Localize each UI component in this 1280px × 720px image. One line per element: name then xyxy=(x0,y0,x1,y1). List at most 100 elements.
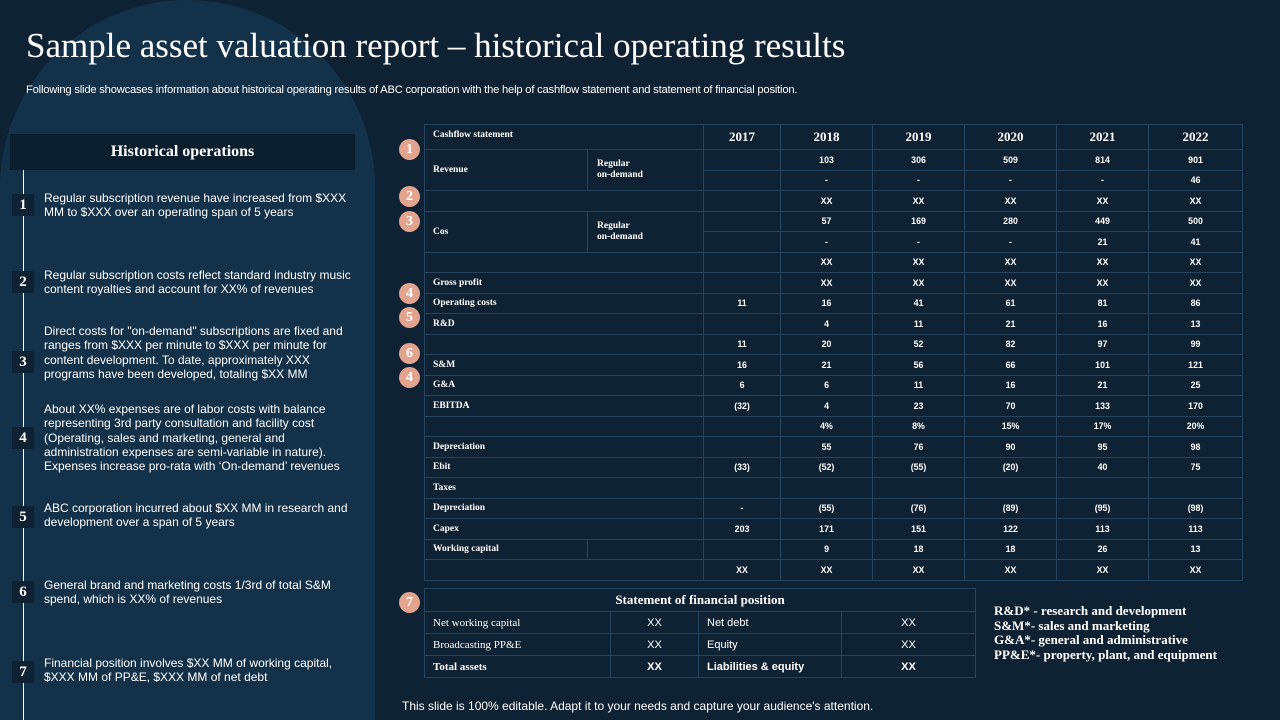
table-cell: 82 xyxy=(964,333,1058,355)
table-row: Depreciation - (55) (76) (89) (95) (98) xyxy=(423,497,1244,519)
table-cell: - xyxy=(1056,169,1150,191)
table-cell: (89) xyxy=(964,497,1058,519)
legend-item: R&D* - research and development xyxy=(994,603,1187,618)
table-cell: Total assets xyxy=(424,655,611,678)
table-cell: 75 xyxy=(1148,456,1244,478)
table-cell: 17% xyxy=(1056,415,1150,437)
table-cell: Net working capital xyxy=(424,611,611,634)
table-cell: 6 xyxy=(780,374,874,396)
table-cell: 11 xyxy=(703,333,782,355)
table-cell xyxy=(703,477,782,499)
footer-note: This slide is 100% editable. Adapt it to… xyxy=(402,699,874,713)
legend-item: S&M*- sales and marketing xyxy=(994,617,1150,633)
table-cell: (95) xyxy=(1056,497,1150,519)
table-cell xyxy=(703,538,782,560)
table-cell: 23 xyxy=(872,395,966,417)
table-cell: Net debt xyxy=(698,611,842,634)
table-cell: 814 xyxy=(1056,149,1150,171)
table-cell: 21 xyxy=(780,354,874,376)
table-row: XX XX XX XX XX XX xyxy=(423,559,1244,581)
table-cell: 280 xyxy=(964,210,1058,232)
row-label: Gross profit xyxy=(423,272,705,294)
row-marker: 6 xyxy=(399,343,420,364)
table-cell: XX xyxy=(841,655,976,678)
table-header-row: Cashflow statement 2017 2018 2019 2020 2… xyxy=(423,124,1244,150)
table-cell xyxy=(703,231,782,253)
table-cell: XX xyxy=(964,190,1058,212)
table-cell: 56 xyxy=(872,354,966,376)
timeline-item-text: Regular subscription costs reflect stand… xyxy=(44,268,351,297)
table-cell: (20) xyxy=(964,456,1058,478)
year-header: 2021 xyxy=(1056,124,1150,150)
table-cell: 113 xyxy=(1148,518,1244,540)
table-cell: - xyxy=(703,497,782,519)
table-row: Taxes xyxy=(423,477,1244,499)
table-cell: 16 xyxy=(780,292,874,314)
row-label xyxy=(423,559,705,581)
table-cell: 81 xyxy=(1056,292,1150,314)
table-cell: 500 xyxy=(1148,210,1244,232)
table-cell: 4% xyxy=(780,415,874,437)
table-cell: XX xyxy=(872,190,966,212)
table-cell: Broadcasting PP&E xyxy=(424,633,611,656)
table-cell: (55) xyxy=(780,497,874,519)
row-label: Ebit xyxy=(423,456,705,478)
row-label xyxy=(423,415,705,437)
table-cell: 21 xyxy=(1056,231,1150,253)
table-cell: XX xyxy=(703,559,782,581)
table-cell xyxy=(780,477,874,499)
table-cell: 21 xyxy=(1056,374,1150,396)
table-cell: - xyxy=(780,169,874,191)
table-row: Total assets XX Liabilities & equity XX xyxy=(424,655,976,678)
table-cell: 95 xyxy=(1056,436,1150,458)
historical-operations-header: Historical operations xyxy=(10,134,355,170)
table-cell: 26 xyxy=(1056,538,1150,560)
table-cell: 18 xyxy=(964,538,1058,560)
table-cell xyxy=(703,190,782,212)
page-title: Sample asset valuation report – historic… xyxy=(26,26,846,65)
table-row: Broadcasting PP&E XX Equity XX xyxy=(424,633,976,656)
table-row: - - - 21 41 xyxy=(425,231,1244,253)
timeline-number: 2 xyxy=(12,271,34,293)
cashflow-table: Cashflow statement 2017 2018 2019 2020 2… xyxy=(423,124,1244,581)
row-label: Revenue xyxy=(424,149,588,191)
table-row: 4% 8% 15% 17% 20% xyxy=(423,415,1244,437)
table-cell: 70 xyxy=(964,395,1058,417)
table-cell: 55 xyxy=(780,436,874,458)
table-cell xyxy=(1148,477,1244,499)
timeline-number: 6 xyxy=(12,581,34,603)
row-label: S&M xyxy=(423,354,705,376)
row-label: Depreciation xyxy=(423,497,705,519)
timeline-item-text: About XX% expenses are of labor costs wi… xyxy=(44,402,340,474)
table-cell: 101 xyxy=(1056,354,1150,376)
row-label xyxy=(423,333,705,355)
table-row: Cos Regular on-demand 57 169 280 449 500 xyxy=(424,210,1244,253)
table-cell: XX xyxy=(780,272,874,294)
table-cell: 11 xyxy=(872,374,966,396)
table-cell: 901 xyxy=(1148,149,1244,171)
table-row: Ebit (33) (52) (55) (20) 40 75 xyxy=(423,456,1244,478)
table-cell xyxy=(703,415,782,437)
table-cell: Equity xyxy=(698,633,842,656)
table-cell: 97 xyxy=(1056,333,1150,355)
timeline-number: 4 xyxy=(12,427,34,449)
table-cell: XX xyxy=(610,611,699,634)
table-cell: XX xyxy=(780,190,874,212)
table-cell: (33) xyxy=(703,456,782,478)
table-cell: (32) xyxy=(703,395,782,417)
table-row: XX XX XX XX XX xyxy=(423,251,1244,273)
page-subtitle: Following slide showcases information ab… xyxy=(26,84,798,96)
row-marker: 2 xyxy=(399,186,420,207)
row-label: Working capital xyxy=(424,538,588,560)
table-cell: XX xyxy=(1148,272,1244,294)
table-row: R&D 4 11 21 16 13 xyxy=(423,313,1244,335)
table-cell: 13 xyxy=(1148,313,1244,335)
table-cell: 16 xyxy=(703,354,782,376)
table-cell: 4 xyxy=(780,395,874,417)
table-cell: 40 xyxy=(1056,456,1150,478)
table-cell: 509 xyxy=(964,149,1058,171)
table-cell xyxy=(703,272,782,294)
table-cell: 449 xyxy=(1056,210,1150,232)
row-label: Operating costs xyxy=(423,292,705,314)
table-cell: 11 xyxy=(872,313,966,335)
